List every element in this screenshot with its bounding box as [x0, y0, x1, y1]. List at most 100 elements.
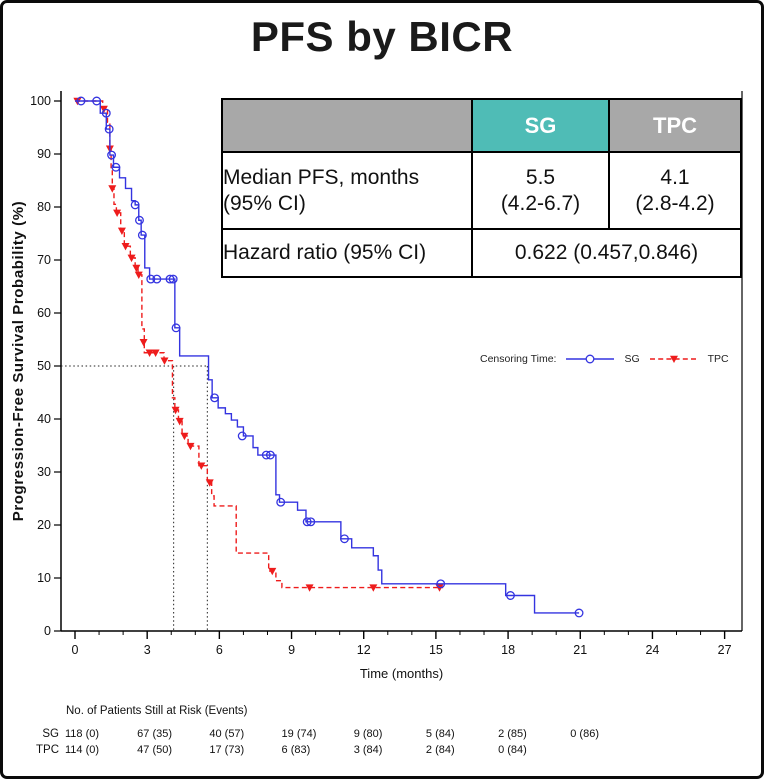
x-tick-label: 21	[573, 643, 587, 657]
sg-censor-mark	[107, 150, 117, 160]
sg-censor-mark	[276, 497, 286, 507]
sg-censor-mark	[137, 230, 147, 240]
risk-value-sg-0mo: 118 (0)	[65, 728, 100, 740]
y-tick-label: 10	[37, 571, 51, 585]
risk-value-tpc-3mo: 47 (50)	[137, 744, 173, 756]
sg-censor-mark	[265, 450, 275, 460]
legend-title: Censoring Time:	[480, 353, 557, 365]
y-tick-label: 20	[37, 518, 51, 532]
y-tick-label: 90	[37, 147, 51, 161]
y-tick-label: 80	[37, 200, 51, 214]
sg-censor-mark	[306, 517, 316, 527]
risk-value-tpc-6mo: 17 (73)	[209, 744, 245, 756]
sg-censor-mark	[436, 579, 446, 589]
hazard-ratio-row: Hazard ratio (95% CI) 0.622 (0.457,0.846…	[221, 228, 742, 278]
sg-censor-mark	[210, 393, 219, 403]
x-axis-title: Time (months)	[360, 666, 443, 681]
sg-censor-mark	[130, 200, 140, 210]
tpc-censor-mark	[134, 271, 143, 280]
median-tpc-line2: (2.8-4.2)	[635, 191, 715, 215]
x-tick-label: 0	[72, 643, 79, 657]
page-title: PFS by BICR	[250, 13, 514, 60]
median-pfs-row: Median PFS, months (95% CI) 5.5 (4.2-6.7…	[221, 151, 742, 230]
legend-sg-swatch-svg	[566, 354, 615, 364]
y-axis-title: Progression-Free Survival Probability (%…	[10, 201, 27, 522]
sg-censor-mark	[237, 431, 247, 441]
risk-table-title: No. of Patients Still at Risk (Events)	[66, 705, 248, 717]
sg-censor-mark	[101, 108, 111, 118]
risk-value-tpc-15mo: 2 (84)	[425, 744, 455, 756]
risk-row-label-tpc: TPC	[36, 744, 59, 756]
risk-value-sg-12mo: 9 (80)	[353, 728, 383, 740]
risk-value-tpc-0mo: 114 (0)	[65, 744, 100, 756]
tpc-censor-mark	[132, 264, 141, 273]
stats-table: SG TPC Median PFS, months (95% CI) 5.5 (…	[221, 98, 742, 278]
risk-value-tpc-9mo: 6 (83)	[281, 744, 311, 756]
median-tpc-line1: 4.1	[660, 166, 690, 190]
tpc-censor-mark	[139, 338, 148, 347]
tpc-censor-mark	[305, 584, 314, 592]
risk-value-sg-3mo: 67 (35)	[137, 728, 173, 740]
tpc-censor-mark	[186, 442, 195, 451]
legend: Censoring Time: SG TPC	[480, 350, 729, 368]
sg-censor-mark	[165, 274, 175, 284]
y-tick-label: 30	[37, 465, 51, 479]
tpc-censor-mark	[127, 254, 136, 263]
sg-censor-mark	[152, 274, 162, 284]
tpc-censor-mark	[108, 185, 117, 193]
x-tick-label: 15	[429, 643, 443, 657]
sg-censor-mark	[168, 274, 178, 284]
sg-line-circle-swatch	[565, 352, 615, 366]
legend-tpc-label: TPC	[707, 353, 729, 365]
legend-sg-label: SG	[624, 353, 640, 365]
risk-row-label-sg: SG	[42, 728, 59, 740]
tpc-censor-mark	[268, 567, 277, 576]
y-tick-label: 100	[30, 94, 51, 108]
sg-curve	[75, 100, 580, 614]
median-pfs-sg-value: 5.5 (4.2-6.7)	[471, 151, 610, 230]
sg-censor-mark	[76, 96, 86, 106]
risk-value-sg-6mo: 40 (57)	[209, 728, 245, 740]
stats-header-blank	[221, 98, 473, 153]
y-tick-label: 40	[37, 412, 51, 426]
tpc-censor-mark	[197, 462, 206, 470]
tpc-censor-mark	[171, 406, 180, 415]
stats-header-row: SG TPC	[221, 98, 742, 153]
sg-censor-mark	[146, 274, 156, 284]
hazard-ratio-label: Hazard ratio (95% CI)	[221, 228, 473, 278]
y-tick-label: 0	[44, 624, 51, 638]
median-sg-line1: 5.5	[525, 166, 556, 190]
tpc-censor-mark	[121, 243, 130, 251]
median-pfs-tpc-value: 4.1 (2.8-4.2)	[608, 151, 742, 230]
x-tick-label: 3	[144, 643, 151, 657]
sg-censor-mark	[506, 591, 515, 600]
sg-censor-mark	[302, 517, 312, 527]
median-pfs-label-line1: Median PFS, months	[223, 166, 420, 190]
sg-censor-mark	[171, 323, 181, 333]
sg-censor-mark	[340, 534, 349, 544]
x-tick-label: 12	[357, 643, 371, 657]
tpc-censor-mark	[205, 479, 214, 487]
tpc-censor-mark	[151, 349, 160, 357]
y-tick-label: 60	[37, 306, 51, 320]
sg-censor-mark	[111, 162, 121, 172]
risk-value-tpc-12mo: 3 (84)	[353, 744, 383, 756]
x-tick-label: 18	[501, 643, 515, 657]
tpc-censor-mark	[180, 432, 189, 441]
risk-value-sg-9mo: 19 (74)	[281, 728, 317, 740]
risk-value-tpc-18mo: 0 (84)	[498, 744, 527, 756]
tpc-censor-mark	[113, 209, 122, 218]
sg-censor-mark	[104, 124, 114, 134]
median-pfs-label: Median PFS, months (95% CI)	[221, 151, 473, 230]
risk-value-sg-15mo: 5 (84)	[425, 728, 455, 740]
legend-tpc-swatch-svg	[649, 355, 698, 363]
x-tick-label: 24	[645, 643, 659, 657]
y-tick-label: 70	[37, 253, 51, 267]
x-tick-label: 9	[288, 643, 295, 657]
tpc-censor-mark	[160, 357, 169, 365]
hazard-ratio-value: 0.622 (0.457,0.846)	[471, 228, 742, 278]
sg-censor-mark	[261, 450, 271, 460]
tpc-censor-mark	[369, 584, 378, 592]
tpc-dashed-triangle-swatch	[649, 352, 699, 366]
